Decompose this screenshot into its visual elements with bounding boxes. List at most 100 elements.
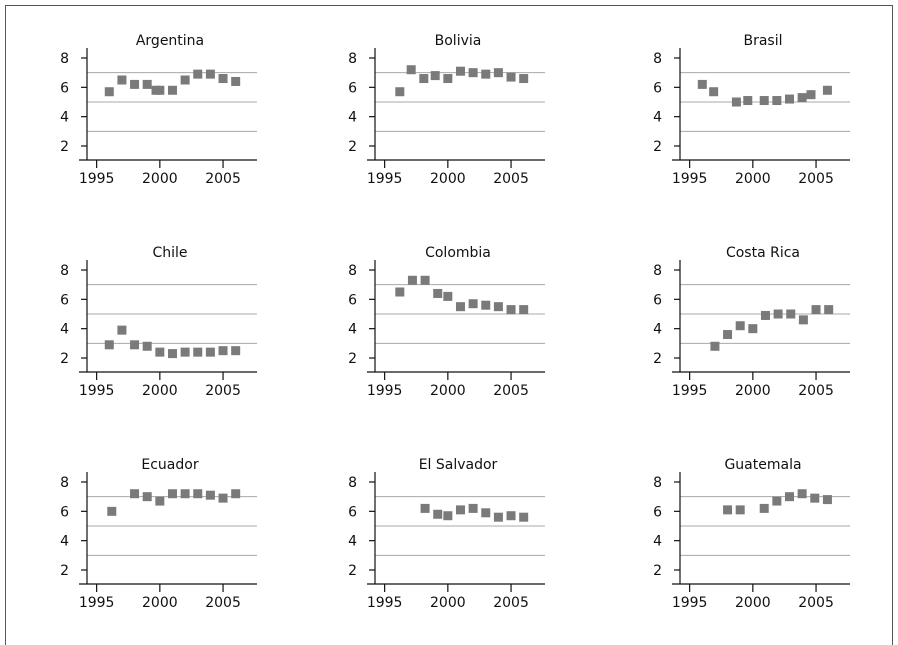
data-point-costa-rica bbox=[760, 310, 770, 320]
data-point-bolivia bbox=[406, 65, 416, 75]
y-tick-label: 4 bbox=[60, 110, 69, 126]
data-point-bolivia bbox=[506, 72, 516, 82]
data-point-brasil bbox=[797, 93, 807, 103]
data-point-argentina bbox=[231, 76, 241, 86]
data-point-argentina bbox=[167, 85, 177, 95]
y-tick-label: 8 bbox=[348, 51, 357, 67]
x-tick-label: 2000 bbox=[142, 171, 178, 187]
y-tick-label: 2 bbox=[348, 139, 357, 155]
data-point-bolivia bbox=[481, 69, 491, 79]
y-tick-label: 6 bbox=[348, 80, 357, 96]
data-point-colombia bbox=[420, 275, 430, 285]
x-tick-label: 2000 bbox=[735, 383, 771, 399]
data-point-colombia bbox=[468, 299, 478, 309]
data-point-costa-rica bbox=[811, 305, 821, 315]
x-tick-label: 2005 bbox=[798, 595, 834, 611]
x-tick-label: 1995 bbox=[672, 383, 708, 399]
data-point-costa-rica bbox=[786, 309, 796, 319]
y-tick-label: 6 bbox=[653, 80, 662, 96]
data-point-guatemala bbox=[723, 505, 733, 515]
data-point-guatemala bbox=[759, 503, 769, 513]
x-tick-label: 1995 bbox=[672, 595, 708, 611]
y-tick-label: 2 bbox=[348, 351, 357, 367]
y-tick-label: 8 bbox=[60, 475, 69, 491]
data-point-brasil bbox=[784, 94, 794, 104]
data-point-el-salvador bbox=[420, 503, 430, 513]
data-point-el-salvador bbox=[443, 511, 453, 521]
data-point-costa-rica bbox=[773, 309, 783, 319]
x-tick-label: 1995 bbox=[367, 595, 403, 611]
x-tick-label: 2000 bbox=[142, 595, 178, 611]
data-point-guatemala bbox=[784, 492, 794, 502]
data-point-ecuador bbox=[205, 490, 215, 500]
data-point-ecuador bbox=[167, 489, 177, 499]
y-tick-label: 6 bbox=[60, 504, 69, 520]
data-point-chile bbox=[142, 341, 152, 351]
y-tick-label: 8 bbox=[60, 263, 69, 279]
data-point-argentina bbox=[104, 87, 114, 97]
data-point-ecuador bbox=[218, 493, 228, 503]
x-tick-label: 2000 bbox=[430, 383, 466, 399]
y-tick-label: 6 bbox=[348, 292, 357, 308]
panel-title-brasil: Brasil bbox=[743, 33, 782, 49]
y-tick-label: 6 bbox=[60, 80, 69, 96]
data-point-bolivia bbox=[468, 68, 478, 78]
data-point-brasil bbox=[697, 79, 707, 89]
x-tick-label: 2005 bbox=[798, 383, 834, 399]
data-point-guatemala bbox=[822, 495, 832, 505]
y-tick-label: 8 bbox=[653, 475, 662, 491]
data-point-brasil bbox=[731, 97, 741, 107]
y-tick-label: 4 bbox=[60, 534, 69, 550]
y-tick-label: 4 bbox=[348, 322, 357, 338]
data-point-chile bbox=[130, 340, 140, 350]
y-tick-label: 8 bbox=[60, 51, 69, 67]
x-tick-label: 1995 bbox=[367, 171, 403, 187]
data-point-ecuador bbox=[180, 489, 190, 499]
data-point-colombia bbox=[395, 287, 405, 297]
x-tick-label: 2005 bbox=[493, 595, 529, 611]
data-point-el-salvador bbox=[433, 509, 443, 519]
x-tick-label: 2000 bbox=[142, 383, 178, 399]
y-tick-label: 4 bbox=[653, 534, 662, 550]
y-tick-label: 8 bbox=[348, 475, 357, 491]
data-point-brasil bbox=[709, 87, 719, 97]
data-point-costa-rica bbox=[735, 321, 745, 331]
data-point-chile bbox=[117, 325, 127, 335]
y-tick-label: 4 bbox=[348, 110, 357, 126]
data-point-argentina bbox=[218, 74, 228, 84]
y-tick-label: 2 bbox=[348, 563, 357, 579]
data-point-el-salvador bbox=[468, 503, 478, 513]
data-point-costa-rica bbox=[710, 341, 720, 351]
data-point-chile bbox=[193, 347, 203, 357]
data-point-brasil bbox=[772, 96, 782, 106]
y-tick-label: 2 bbox=[653, 351, 662, 367]
data-point-costa-rica bbox=[824, 305, 834, 315]
x-tick-label: 2005 bbox=[205, 595, 241, 611]
data-point-colombia bbox=[506, 305, 516, 315]
x-tick-label: 2005 bbox=[493, 383, 529, 399]
x-tick-label: 1995 bbox=[79, 595, 115, 611]
data-point-colombia bbox=[493, 302, 503, 312]
data-point-argentina bbox=[155, 85, 165, 95]
data-point-chile bbox=[167, 349, 177, 359]
data-point-el-salvador bbox=[493, 512, 503, 522]
y-tick-label: 2 bbox=[60, 563, 69, 579]
x-tick-label: 2005 bbox=[205, 171, 241, 187]
data-point-chile bbox=[180, 347, 190, 357]
data-point-colombia bbox=[443, 291, 453, 301]
y-tick-label: 2 bbox=[60, 351, 69, 367]
data-point-bolivia bbox=[493, 68, 503, 78]
data-point-chile bbox=[104, 340, 114, 350]
x-tick-label: 2005 bbox=[205, 383, 241, 399]
data-point-guatemala bbox=[797, 489, 807, 499]
panel-title-guatemala: Guatemala bbox=[724, 457, 801, 473]
y-tick-label: 6 bbox=[653, 292, 662, 308]
data-point-brasil bbox=[743, 96, 753, 106]
x-tick-label: 2005 bbox=[798, 171, 834, 187]
y-tick-label: 2 bbox=[653, 139, 662, 155]
panel-title-el-salvador: El Salvador bbox=[419, 457, 498, 473]
data-point-bolivia bbox=[443, 74, 453, 84]
data-point-brasil bbox=[759, 96, 769, 106]
data-point-argentina bbox=[205, 69, 215, 79]
